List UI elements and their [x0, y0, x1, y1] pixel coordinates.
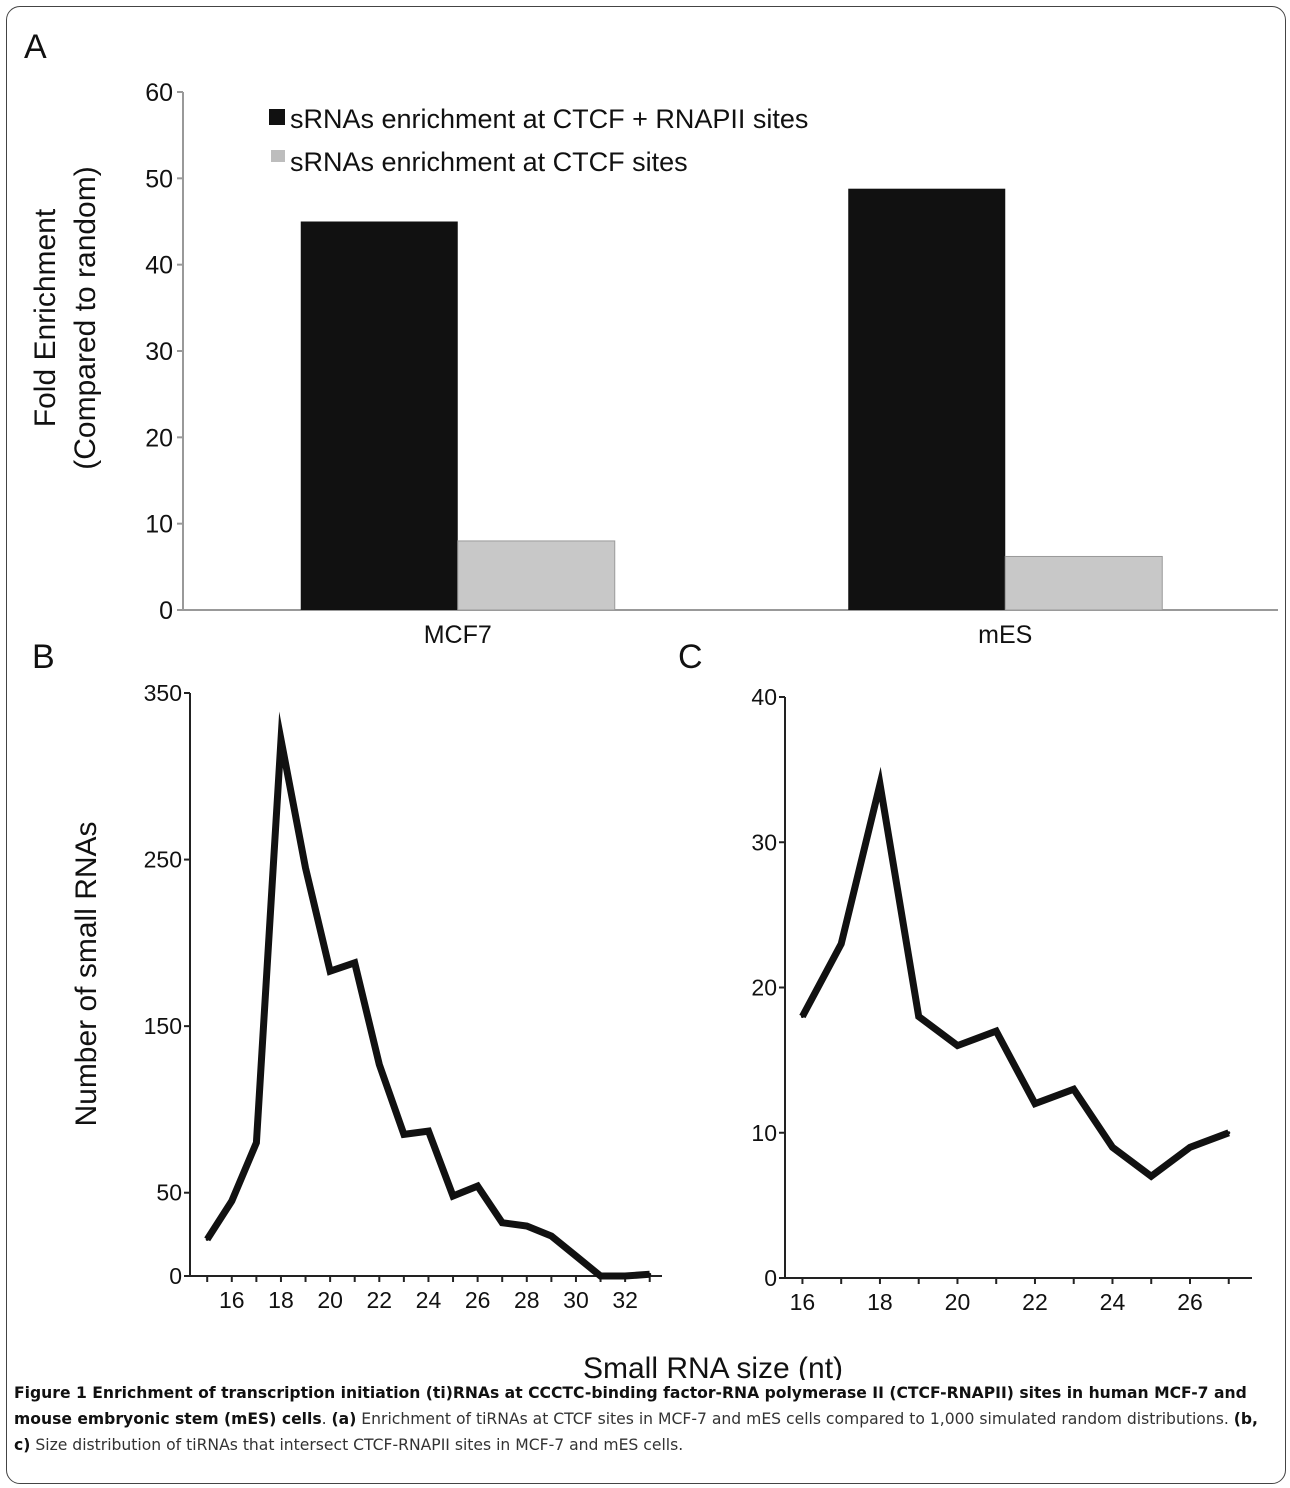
- x-tick-label: 22: [1022, 1289, 1048, 1315]
- x-tick-label: 22: [366, 1287, 392, 1313]
- bar-mcf7-series-2: [457, 540, 616, 611]
- x-category-label: MCF7: [424, 621, 492, 649]
- x-tick-label: 20: [945, 1289, 971, 1315]
- data-point: [1033, 1102, 1037, 1106]
- caption-part-bc-tag: (b, c): [14, 1410, 1258, 1454]
- x-tick-label: 18: [268, 1287, 294, 1313]
- chart-b: 0 50 150 250 350 16 18 20 22 24 26 28 30 32 Number of …: [70, 680, 662, 1313]
- data-point: [1110, 1145, 1114, 1149]
- x-tick-label: 16: [790, 1289, 816, 1315]
- y-tick-label: 30: [751, 829, 777, 855]
- data-point: [377, 1062, 381, 1066]
- data-point: [800, 1015, 804, 1019]
- legend-label-1: sRNAs enrichment at CTCF + RNAPII sites: [290, 104, 808, 134]
- y-tick-label: 20: [751, 975, 777, 1001]
- y-tick-label: 10: [145, 511, 173, 539]
- data-point: [917, 1015, 921, 1019]
- x-tick-label: 30: [563, 1287, 589, 1313]
- data-point: [1149, 1174, 1153, 1178]
- x-tick-label: 32: [612, 1287, 638, 1313]
- x-tick-label: 16: [219, 1287, 245, 1313]
- data-point: [254, 1141, 258, 1145]
- x-tick-label: 26: [1177, 1289, 1203, 1315]
- y-axis-label: Number of small RNAs: [70, 821, 103, 1126]
- x-category-label: mES: [978, 621, 1032, 649]
- caption-part-a-text: Enrichment of tiRNAs at CTCF sites in MC…: [361, 1410, 1229, 1428]
- data-point: [878, 782, 882, 786]
- data-point: [328, 969, 332, 973]
- bar-mes-series-1: [848, 188, 1006, 610]
- data-point: [353, 961, 357, 965]
- data-point: [426, 1129, 430, 1133]
- data-point: [955, 1044, 959, 1048]
- y-tick-label: 50: [156, 1180, 182, 1206]
- data-point: [279, 738, 283, 742]
- data-point: [574, 1254, 578, 1258]
- legend-swatch-1: [269, 109, 285, 125]
- x-tick-label: 20: [317, 1287, 343, 1313]
- caption-part-bc-text: Size distribution of tiRNAs that interse…: [35, 1436, 684, 1454]
- chart-a: 0 10 20 30 40 50 60 MCF7 mES Fold Enrichment (Comp…: [29, 79, 1278, 649]
- data-point: [623, 1274, 627, 1278]
- data-point: [1072, 1087, 1076, 1091]
- bar-mcf7-series-1: [300, 221, 458, 610]
- data-point: [525, 1224, 529, 1228]
- y-tick-label: 50: [145, 165, 173, 193]
- bar-mes-series-2: [1004, 555, 1163, 611]
- panel-c-label: C: [678, 638, 703, 676]
- data-point: [599, 1274, 603, 1278]
- data-point: [648, 1272, 652, 1276]
- panel-b-label: B: [32, 638, 55, 676]
- chart-c: 0 10 20 30 40 16 18 20 22 24 26: [751, 684, 1252, 1315]
- y-tick-label: 250: [144, 847, 182, 873]
- data-point: [451, 1194, 455, 1198]
- y-tick-label: 30: [145, 338, 173, 366]
- figure-caption: Figure 1 Enrichment of transcription ini…: [14, 1384, 1258, 1454]
- y-tick-label: 40: [145, 252, 173, 280]
- y-tick-label: 150: [144, 1013, 182, 1039]
- data-point: [1188, 1145, 1192, 1149]
- data-point: [994, 1029, 998, 1033]
- data-point: [304, 866, 308, 870]
- x-tick-label: 18: [867, 1289, 893, 1315]
- y-tick-label: 0: [169, 1263, 182, 1289]
- x-tick-label: 28: [514, 1287, 540, 1313]
- shared-x-axis-label: Small RNA size (nt): [583, 1352, 843, 1380]
- y-axis-label-line: (Compared to random): [69, 166, 102, 469]
- y-tick-label: 10: [751, 1120, 777, 1146]
- data-point: [1227, 1131, 1231, 1135]
- y-tick-label: 20: [145, 424, 173, 452]
- series-line: [204, 711, 650, 1280]
- y-tick-label: 350: [144, 680, 182, 706]
- figure-svg: A B C 0 10 20 30 40 50 60 MCF7 mES Fold Enrichmen…: [24, 28, 1278, 1380]
- x-tick-label: 24: [416, 1287, 442, 1313]
- y-tick-label: 0: [159, 597, 173, 625]
- data-point: [549, 1234, 553, 1238]
- caption-part-a-tag: (a): [331, 1410, 357, 1428]
- caption-title: Figure 1 Enrichment of transcription ini…: [14, 1384, 1247, 1428]
- data-point: [402, 1132, 406, 1136]
- y-tick-label: 0: [764, 1265, 777, 1291]
- legend-label-2: sRNAs enrichment at CTCF sites: [290, 147, 688, 177]
- data-point: [205, 1237, 209, 1241]
- data-point: [839, 942, 843, 946]
- y-tick-label: 60: [145, 79, 173, 107]
- x-tick-label: 24: [1100, 1289, 1126, 1315]
- x-tick-label: 26: [465, 1287, 491, 1313]
- data-point: [500, 1221, 504, 1225]
- data-point: [476, 1184, 480, 1188]
- figure-frame: [6, 6, 1286, 1484]
- legend-swatch-2: [271, 150, 285, 162]
- y-axis-label-line: Fold Enrichment: [29, 208, 62, 427]
- panel-a-label: A: [24, 28, 47, 66]
- y-tick-label: 40: [751, 684, 777, 710]
- series-line: [799, 766, 1230, 1181]
- data-point: [230, 1199, 234, 1203]
